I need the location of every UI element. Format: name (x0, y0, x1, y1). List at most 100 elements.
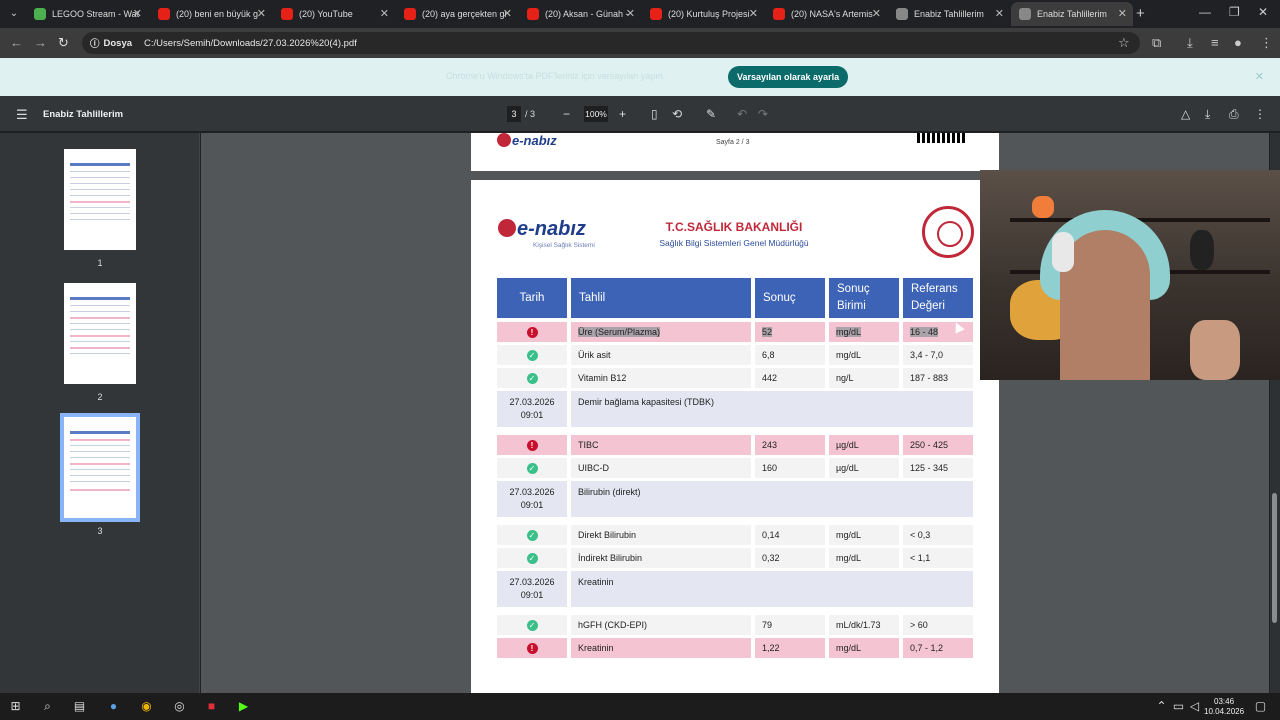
table-cell-result: 243 (755, 435, 825, 455)
browser-tab[interactable]: Enabiz Tahlillerim ✕ (1011, 2, 1133, 26)
redo-icon[interactable]: ↷ (758, 107, 769, 121)
save-drive-icon[interactable]: △ (1181, 107, 1191, 121)
table-row: ✓ Vitamin B12 442 ng/L 187 - 883 (497, 368, 973, 388)
zoom-in-icon[interactable]: + (619, 107, 627, 121)
table-cell-test: Üre (Serum/Plazma) (571, 322, 751, 342)
browser-tab[interactable]: (20) Aksan - Günah - ✕ (519, 2, 641, 26)
table-cell-date: ! (497, 322, 567, 342)
thumbnail-page-3[interactable] (60, 413, 140, 522)
col-header-result: Sonuç (755, 278, 825, 318)
new-tab-button[interactable]: + (1136, 5, 1145, 22)
back-icon[interactable]: ← (10, 35, 23, 50)
restore-icon[interactable]: ❐ (1229, 5, 1240, 19)
browser-tab[interactable]: (20) beni en büyük g ✕ (150, 2, 272, 26)
rotate-icon[interactable]: ⟲ (672, 107, 683, 121)
app-red-icon[interactable]: ■ (207, 699, 216, 713)
tab-close-icon[interactable]: ✕ (379, 8, 389, 20)
enabiz-logo: e-nabız (498, 218, 586, 241)
alert-icon: ! (526, 440, 538, 451)
table-cell-test: Kreatinin (571, 571, 973, 607)
pdf-title: Enabiz Tahlillerim (43, 109, 124, 120)
table-cell-test: Demir bağlama kapasitesi (TDBK) (571, 391, 973, 427)
zoom-input[interactable]: 100% (584, 106, 608, 122)
chrome-icon[interactable]: ◉ (141, 699, 152, 713)
headset (1052, 232, 1074, 272)
downloads-icon[interactable]: ⤓ (1187, 35, 1193, 50)
tray-chevron-icon[interactable]: ⌃ (1156, 699, 1167, 713)
tab-close-icon[interactable]: ✕ (748, 8, 758, 20)
thumbnail-label: 2 (97, 392, 103, 402)
table-cell-test: Direkt Bilirubin (571, 525, 751, 545)
app-icon[interactable]: ● (109, 699, 118, 713)
reload-icon[interactable]: ↻ (58, 35, 69, 50)
notification-icon[interactable]: ▢ (1254, 699, 1267, 713)
system-clock[interactable]: 03:46 10.04.2026 (1204, 697, 1245, 716)
fit-page-icon[interactable]: ▯ (651, 107, 658, 121)
file-info-chip[interactable]: ⓘ Dosya (90, 37, 133, 51)
set-default-button[interactable]: Varsayılan olarak ayarla (728, 66, 849, 88)
extensions-icon[interactable]: ⧉ (1152, 35, 1162, 50)
forward-icon[interactable]: → (34, 35, 47, 50)
bookmark-star-icon[interactable]: ☆ (1118, 35, 1130, 50)
browser-tab[interactable]: (20) NASA's Artemis ✕ (765, 2, 887, 26)
page-number-input[interactable]: 3 (507, 106, 521, 122)
table-cell-result: 79 (755, 615, 825, 635)
vertical-scrollbar[interactable] (1270, 133, 1280, 693)
table-cell-unit: mg/dL (829, 638, 899, 658)
download-icon[interactable]: ⤓ (1205, 107, 1211, 121)
browser-tab[interactable]: Enabiz Tahlillerim ✕ (888, 2, 1010, 26)
pdf-more-icon[interactable]: ⋮ (1254, 107, 1266, 121)
check-icon: ✓ (526, 620, 538, 631)
reading-list-icon[interactable]: ≡ (1211, 35, 1219, 50)
ministry-seal (922, 206, 974, 258)
minimize-icon[interactable]: — (1199, 5, 1211, 19)
thumbnail-page-2[interactable] (64, 283, 136, 384)
table-cell-date: ✓ (497, 368, 567, 388)
tab-favicon-icon (281, 8, 293, 20)
table-row: ✓ İndirekt Bilirubin 0,32 mg/dL < 1,1 (497, 548, 973, 568)
more-menu-icon[interactable]: ⋮ (1260, 35, 1273, 50)
close-infobar-icon[interactable]: ✕ (1254, 71, 1264, 83)
table-cell-date: 27.03.2026 09:01 (497, 481, 567, 517)
tab-label: (20) Kurtuluş Projesi (668, 9, 750, 19)
tab-close-icon[interactable]: ✕ (132, 8, 142, 20)
table-cell-result: 442 (755, 368, 825, 388)
annotate-icon[interactable]: ✎ (706, 107, 717, 121)
tab-close-icon[interactable]: ✕ (871, 8, 881, 20)
table-row: 27.03.2026 09:01 Bilirubin (direkt) (497, 481, 973, 517)
table-cell-date: ! (497, 638, 567, 658)
address-bar[interactable]: ⓘ Dosya C:/Users/Semih/Downloads/27.03.20… (82, 32, 1140, 54)
tab-close-icon[interactable]: ✕ (994, 8, 1004, 20)
browser-tab[interactable]: (20) YouTube ✕ (273, 2, 395, 26)
tab-close-icon[interactable]: ✕ (625, 8, 635, 20)
table-cell-date: 27.03.2026 09:01 (497, 391, 567, 427)
browser-tab[interactable]: (20) aya gerçekten gi ✕ (396, 2, 518, 26)
table-cell-ref: 0,7 - 1,2 (903, 638, 973, 658)
tab-close-icon[interactable]: ✕ (1117, 8, 1127, 20)
profile-avatar-icon[interactable]: ● (1234, 35, 1242, 50)
obs-icon[interactable]: ◎ (174, 699, 185, 713)
scrollbar-thumb[interactable] (1272, 493, 1277, 623)
browser-tab[interactable]: LEGOO Stream - Wat ✕ (26, 2, 148, 26)
task-view-icon[interactable]: ▤ (73, 699, 86, 713)
kick-icon[interactable]: ▶ (238, 699, 249, 713)
hamburger-menu-icon[interactable]: ☰ (16, 107, 28, 122)
table-cell-result: 1,22 (755, 638, 825, 658)
browser-tab[interactable]: (20) Kurtuluş Projesi ✕ (642, 2, 764, 26)
table-cell-test: hGFH (CKD-EPI) (571, 615, 751, 635)
print-icon[interactable]: ⎙ (1229, 107, 1239, 121)
volume-icon[interactable]: ◁ (1189, 699, 1200, 713)
zoom-out-icon[interactable]: − (563, 107, 571, 121)
tab-label: (20) YouTube (299, 9, 353, 19)
tab-close-icon[interactable]: ✕ (502, 8, 512, 20)
network-icon[interactable]: ▭ (1172, 699, 1185, 713)
tab-search-icon[interactable]: ⌄ (9, 8, 19, 19)
col-header-date: Tarih (497, 278, 567, 318)
tab-close-icon[interactable]: ✕ (256, 8, 266, 20)
undo-icon[interactable]: ↶ (737, 107, 748, 121)
windows-start-icon[interactable]: ⊞ (10, 699, 21, 713)
search-icon[interactable]: ⌕ (44, 699, 51, 713)
tab-favicon-icon (34, 8, 46, 20)
close-window-icon[interactable]: ✕ (1258, 5, 1269, 19)
thumbnail-page-1[interactable] (64, 149, 136, 250)
